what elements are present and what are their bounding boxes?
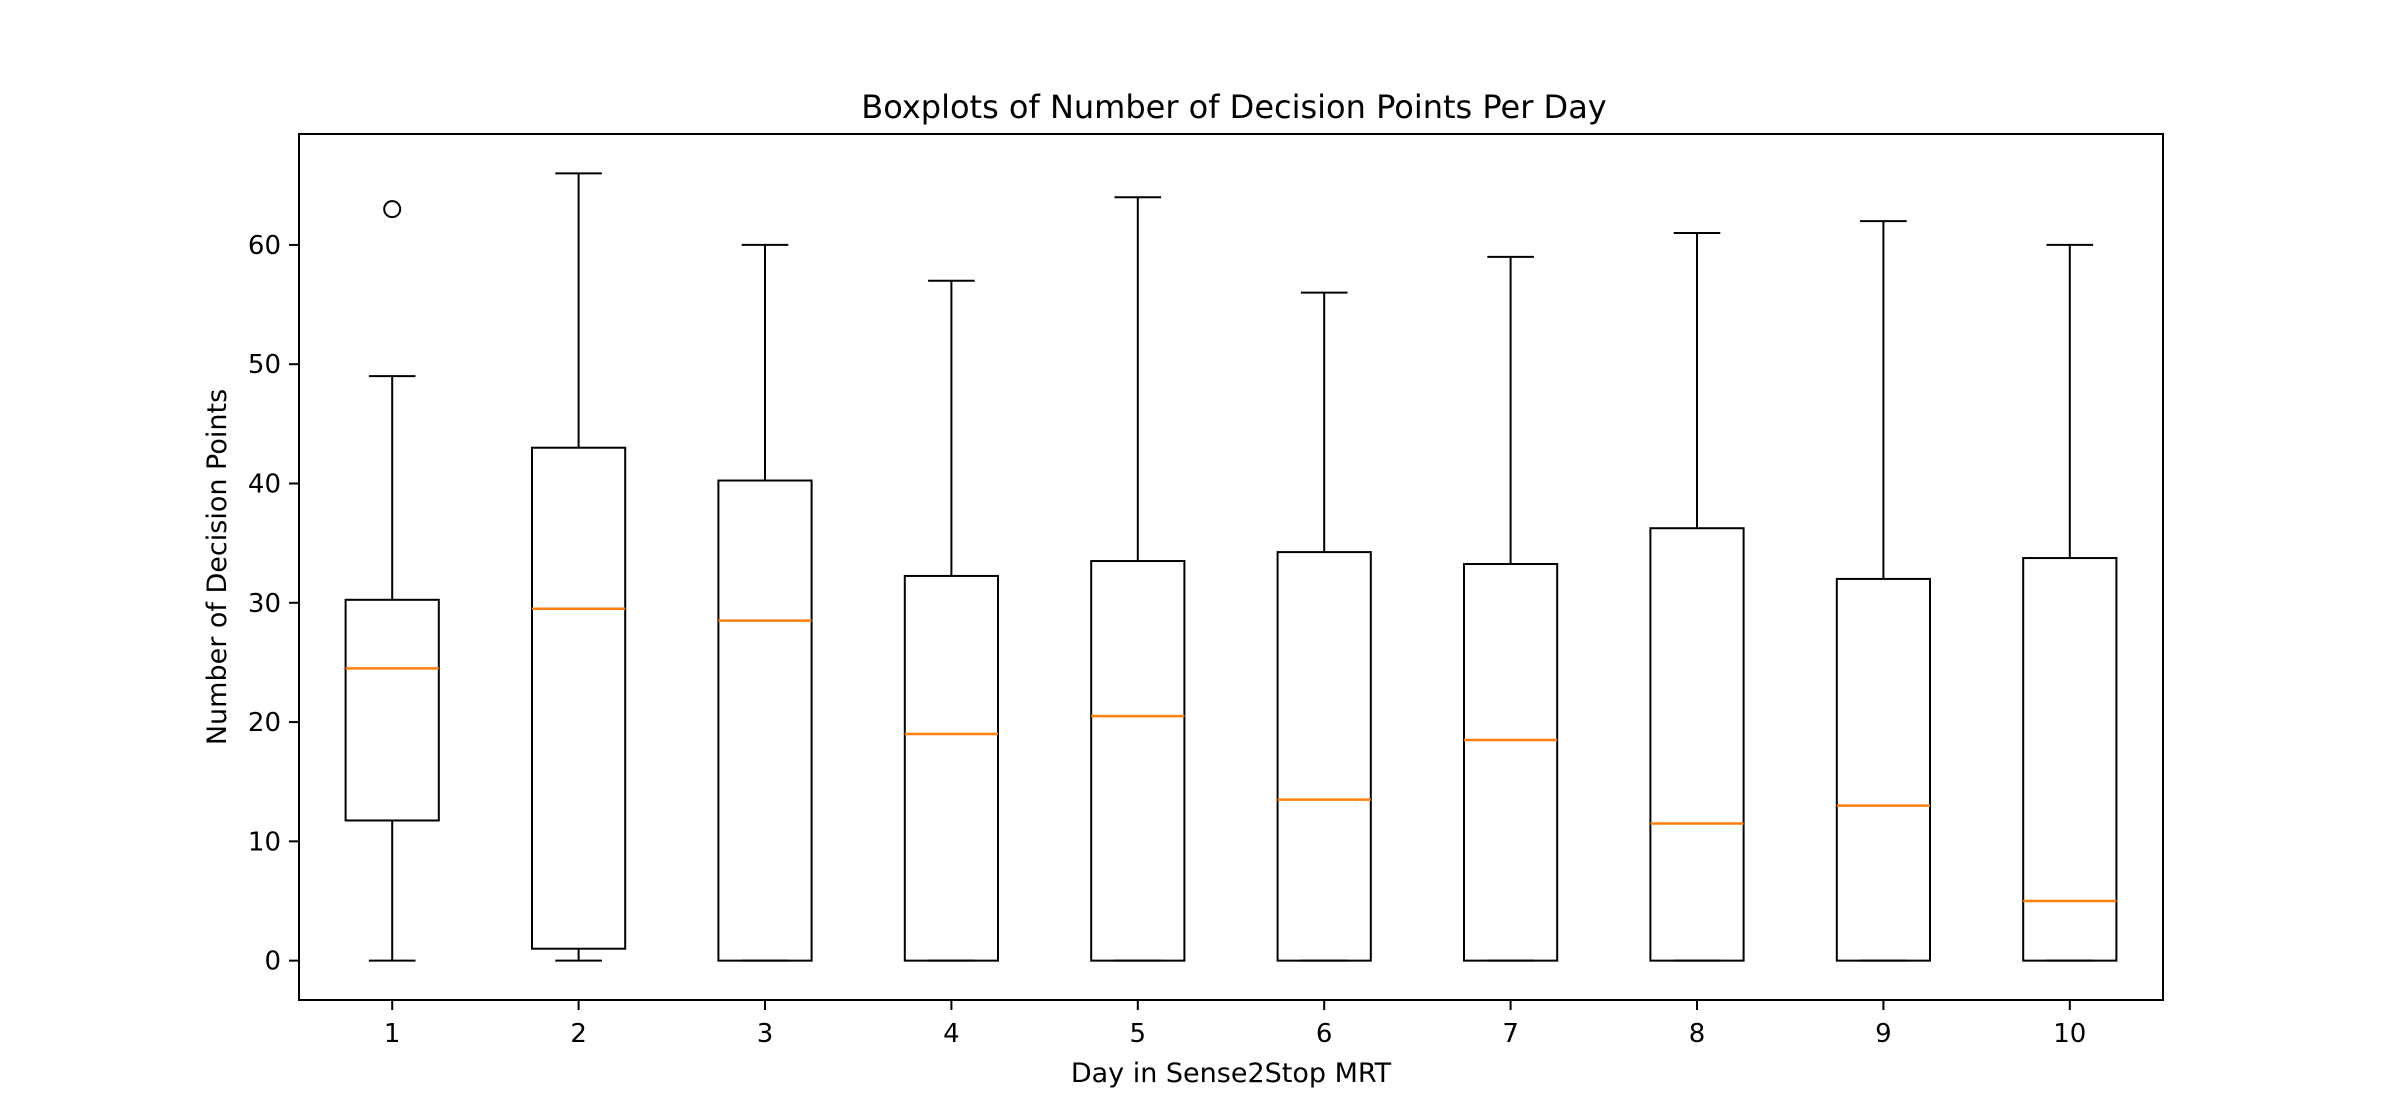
box-day-4 <box>903 574 999 962</box>
plot-area-frame <box>298 133 2164 1001</box>
y-tick-label-10: 10 <box>248 827 281 857</box>
x-tick-label-7: 7 <box>1502 1019 1519 1049</box>
flier-day-1-0 <box>383 200 402 219</box>
y-tick-label-50: 50 <box>248 350 281 380</box>
x-axis: 1 2 3 4 5 6 7 8 9 10 <box>384 1000 2086 1049</box>
box-day-8 <box>1649 527 1745 962</box>
x-tick-label-1: 1 <box>384 1019 401 1049</box>
x-tick-label-5: 5 <box>1130 1019 1147 1049</box>
box-day-3 <box>717 479 813 962</box>
box-day-5 <box>1090 560 1186 962</box>
y-axis: 0 10 20 30 40 50 60 <box>248 231 299 977</box>
box-day-10 <box>2022 557 2118 962</box>
box-day-2 <box>531 446 627 950</box>
x-tick-label-4: 4 <box>943 1019 960 1049</box>
x-tick-label-3: 3 <box>757 1019 774 1049</box>
chart-title: Boxplots of Number of Decision Points Pe… <box>861 88 1606 126</box>
y-tick-label-60: 60 <box>248 231 281 261</box>
x-axis-label: Day in Sense2Stop MRT <box>1071 1058 1392 1089</box>
x-tick-label-9: 9 <box>1875 1019 1892 1049</box>
y-tick-label-0: 0 <box>264 947 281 977</box>
y-axis-label: Number of Decision Points <box>202 389 233 745</box>
box-day-6 <box>1276 551 1372 962</box>
box-day-9 <box>1835 577 1932 962</box>
y-tick-label-30: 30 <box>248 589 281 619</box>
box-day-7 <box>1463 563 1559 962</box>
boxes-group <box>344 172 2118 962</box>
box-day-1 <box>344 598 440 822</box>
x-tick-label-6: 6 <box>1316 1019 1333 1049</box>
x-tick-label-2: 2 <box>570 1019 587 1049</box>
y-tick-label-40: 40 <box>248 470 281 500</box>
y-tick-label-20: 20 <box>248 708 281 738</box>
x-tick-label-10: 10 <box>2053 1019 2086 1049</box>
x-tick-label-8: 8 <box>1689 1019 1706 1049</box>
